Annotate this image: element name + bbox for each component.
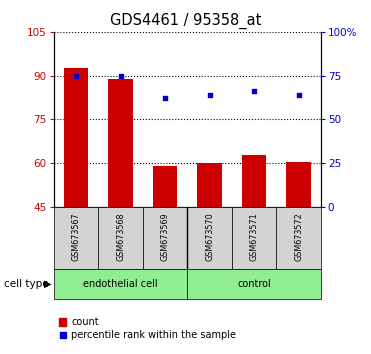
Text: GSM673569: GSM673569 [161,212,170,261]
Text: ▶: ▶ [45,279,52,289]
Bar [242,154,266,207]
Point [162,96,168,101]
Bar [108,79,133,207]
Point [207,92,213,98]
Legend: count, percentile rank within the sample: count, percentile rank within the sample [59,318,236,340]
Text: GDS4461 / 95358_at: GDS4461 / 95358_at [110,12,261,29]
Text: control: control [237,279,271,289]
Point [118,73,124,79]
Text: endothelial cell: endothelial cell [83,279,158,289]
Text: GSM673570: GSM673570 [205,212,214,261]
Text: GSM673572: GSM673572 [294,212,303,261]
Bar [153,166,177,207]
Point [251,88,257,94]
Bar [276,207,321,269]
Text: GSM673571: GSM673571 [250,212,259,261]
Bar [187,269,321,299]
Bar [187,207,232,269]
Bar [54,207,98,269]
Bar [286,162,311,207]
Bar [143,207,187,269]
Bar [232,207,276,269]
Bar [98,207,143,269]
Text: cell type: cell type [4,279,48,289]
Point [296,92,302,98]
Bar [64,68,88,207]
Bar [197,163,222,207]
Text: GSM673567: GSM673567 [72,212,81,261]
Bar [54,269,187,299]
Point [73,73,79,79]
Text: GSM673568: GSM673568 [116,212,125,261]
